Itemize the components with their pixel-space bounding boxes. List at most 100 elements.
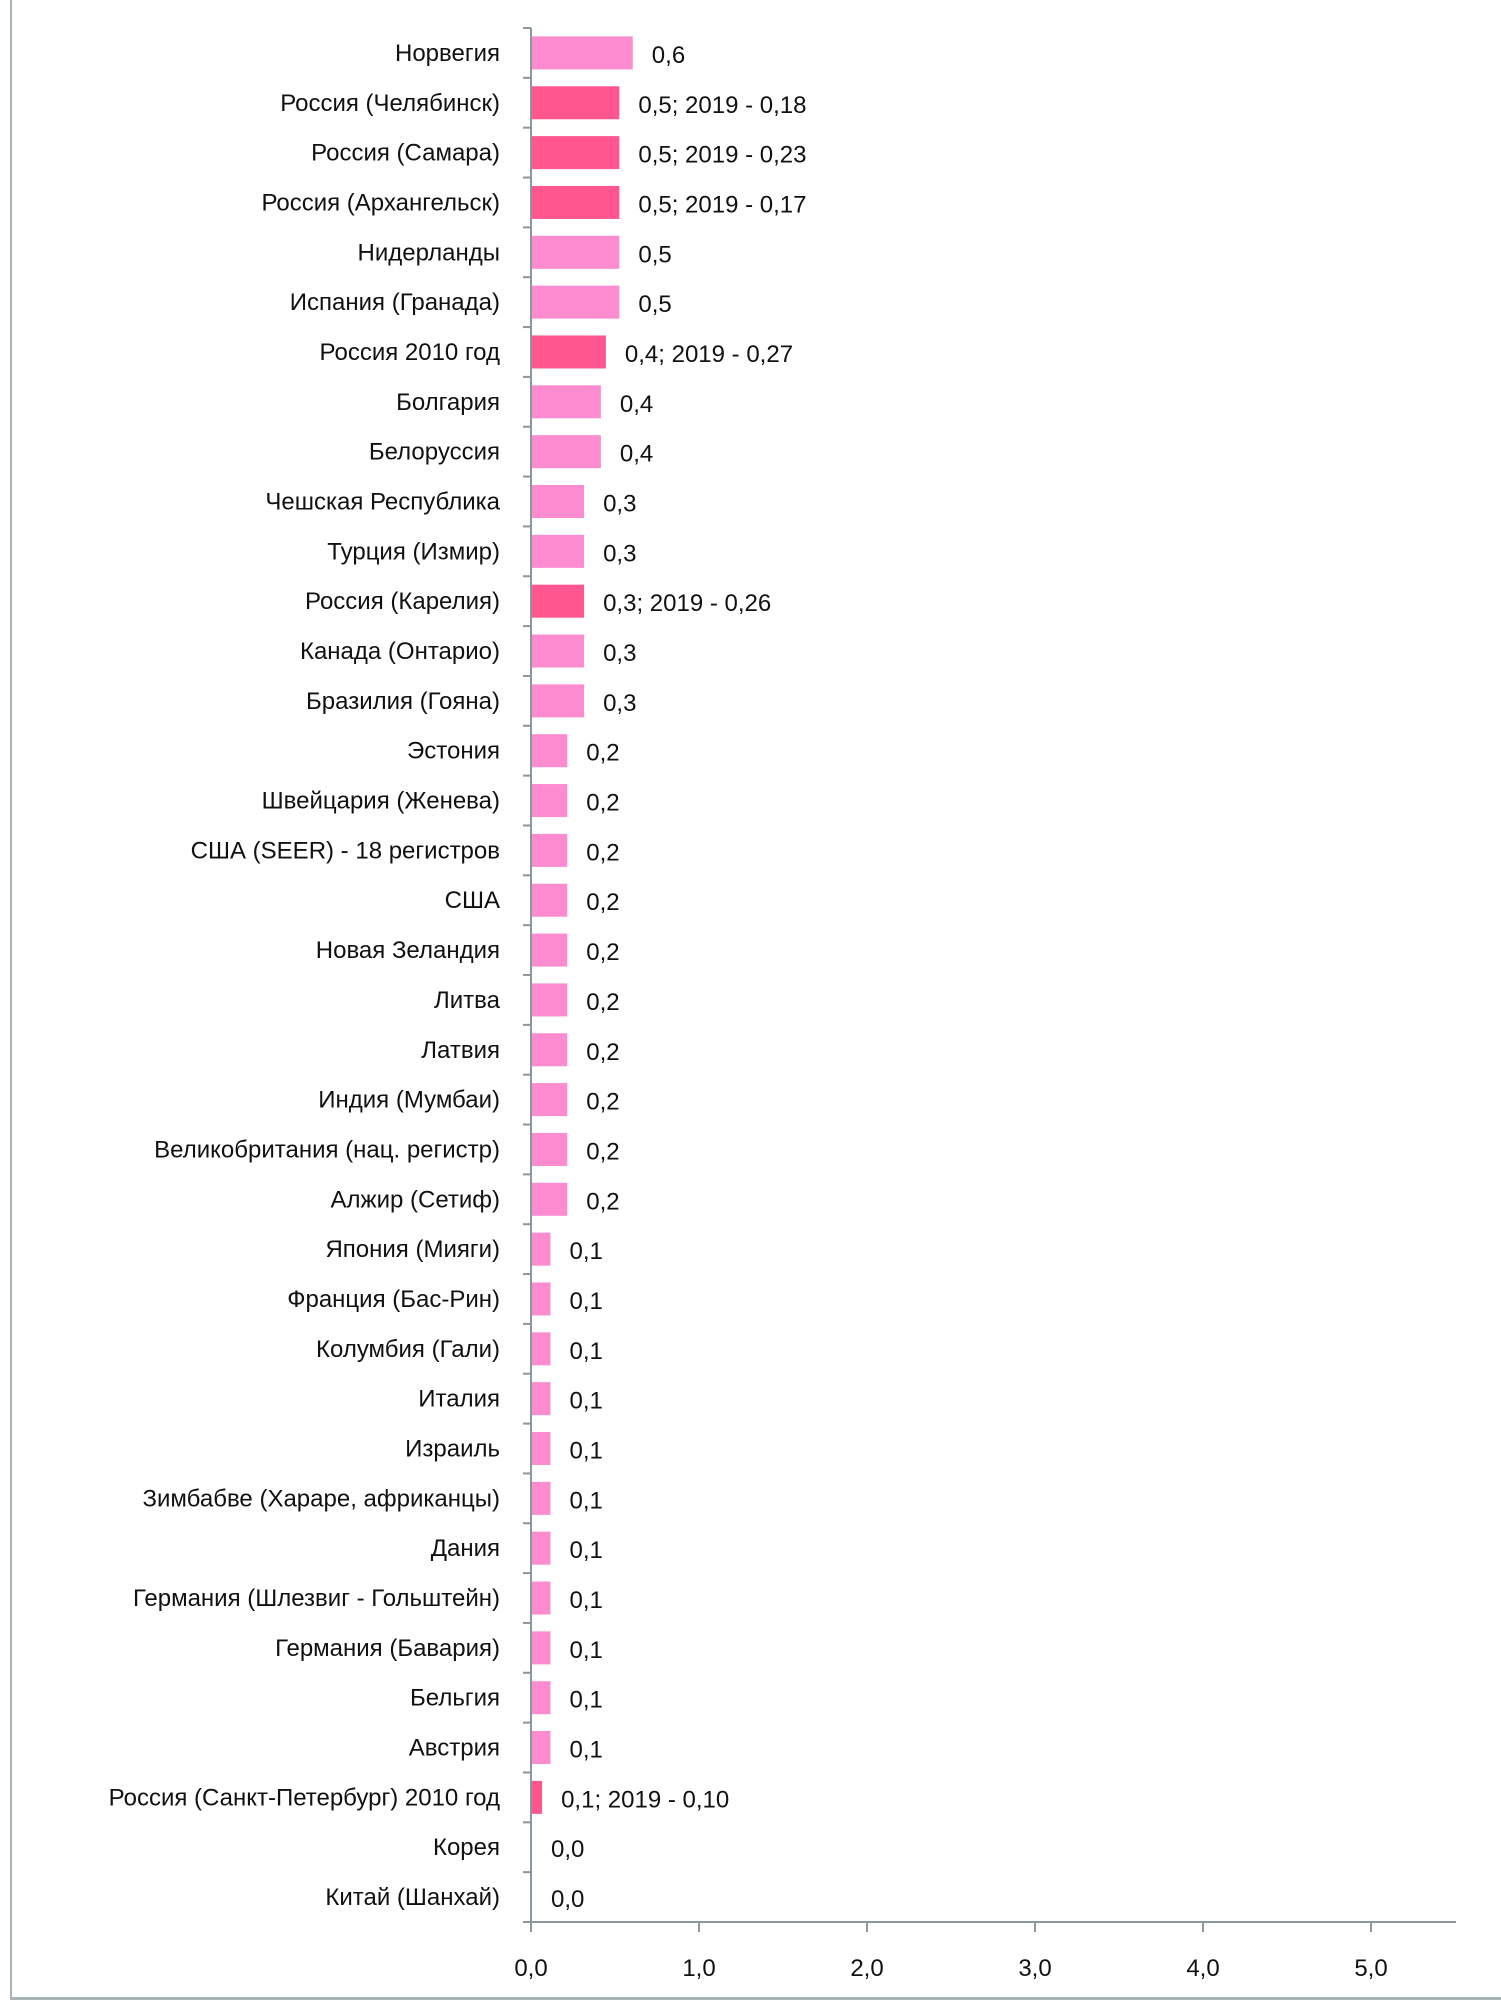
category-label: Россия (Карелия) [305,588,500,615]
data-label: 0,3 [603,540,636,567]
category-label: Бельгия [410,1685,500,1712]
data-label: 0,1 [569,1737,602,1764]
data-label: 0,4; 2019 - 0,27 [625,341,793,368]
data-label: 0,2 [586,740,619,767]
data-label: 0,2 [586,939,619,966]
category-label: Колумбия (Гали) [316,1336,500,1363]
x-tick-label: 4,0 [1186,1955,1219,1982]
bar [532,1432,551,1465]
data-label: 0,3 [603,491,636,518]
category-label: Индия (Мумбаи) [318,1087,500,1114]
data-label: 0,4 [620,441,653,468]
data-label: 0,1; 2019 - 0,10 [561,1786,729,1813]
bar [532,1780,543,1814]
bar [532,784,568,818]
category-label: Корея [433,1834,500,1861]
bar [532,1232,551,1266]
category-label: Нидерланды [358,239,500,266]
data-label: 0,2 [586,839,619,866]
x-tick-label: 3,0 [1018,1955,1051,1982]
bar [532,235,620,269]
category-label: Канада (Онтарио) [300,638,500,665]
data-label: 0,1 [569,1687,602,1714]
bar [532,36,633,70]
bar [532,1731,551,1765]
category-label: Бразилия (Гояна) [306,688,500,715]
bar [532,684,585,718]
category-label: Турция (Измир) [327,538,500,565]
category-label: Литва [434,987,501,1014]
category-label: Алжир (Сетиф) [331,1186,501,1213]
category-label: Россия (Самара) [311,140,500,167]
data-label: 0,0 [551,1836,584,1863]
category-label: Германия (Бавария) [275,1635,500,1662]
category-label: Болгария [396,389,500,416]
category-label: Зимбабве (Хараре, африканцы) [143,1485,500,1512]
data-label: 0,5 [638,241,671,268]
data-label: 0,0 [551,1886,584,1913]
category-label: Белоруссия [369,439,500,466]
data-label: 0,1 [569,1288,602,1315]
x-tick-label: 5,0 [1354,1955,1387,1982]
data-label: 0,3 [603,640,636,667]
data-label: 0,1 [569,1338,602,1365]
bar [532,1182,568,1216]
bar [532,634,585,668]
data-label: 0,5; 2019 - 0,17 [638,191,806,218]
bar [532,1631,551,1665]
bar [532,335,606,369]
data-label: 0,4 [620,391,653,418]
category-label: Эстония [407,738,500,765]
category-label: Норвегия [395,40,500,67]
category-label: Россия (Санкт-Петербург) 2010 год [109,1784,500,1811]
bar [532,1332,551,1366]
data-label: 0,2 [586,1089,619,1116]
bar [532,435,601,469]
data-label: 0,2 [586,1138,619,1165]
data-label: 0,3; 2019 - 0,26 [603,590,771,617]
category-label: Швейцария (Женева) [262,788,500,815]
bar [532,1382,551,1416]
x-tick-label: 2,0 [850,1955,883,1982]
category-label: Германия (Шлезвиг - Гольштейн) [133,1585,500,1612]
data-label: 0,1 [569,1487,602,1514]
bar [532,1481,551,1515]
chart-frame [10,0,1501,2000]
category-label: Чешская Республика [265,489,500,516]
category-label: Китай (Шанхай) [325,1884,500,1911]
data-label: 0,2 [586,1188,619,1215]
category-label: Россия (Архангельск) [261,189,500,216]
bar [532,485,585,518]
category-label: Израиль [405,1436,500,1463]
category-label: Дания [431,1535,500,1562]
bar [532,983,568,1017]
bar [532,1681,551,1715]
data-label: 0,5 [638,291,671,318]
bar [532,833,568,867]
category-label: Россия 2010 год [320,339,500,366]
data-label: 0,1 [569,1587,602,1614]
category-label: США (SEER) - 18 регистров [191,837,500,864]
bar [532,136,620,170]
x-tick-label: 0,0 [514,1955,547,1982]
category-label: Италия [418,1386,500,1413]
data-label: 0,1 [569,1388,602,1415]
data-label: 0,2 [586,790,619,817]
bar [532,734,568,768]
data-label: 0,3 [603,690,636,717]
bar [532,185,620,219]
bar [532,933,568,967]
bar [532,285,620,319]
bar [532,1581,551,1615]
data-label: 0,1 [569,1238,602,1265]
category-label: Великобритания (нац. регистр) [154,1136,500,1163]
bar [532,86,620,120]
bar [532,1282,551,1316]
data-label: 0,1 [569,1537,602,1564]
data-label: 0,5; 2019 - 0,23 [638,142,806,169]
bar [532,1531,551,1565]
category-label: США [445,887,500,914]
data-label: 0,5; 2019 - 0,18 [638,92,806,119]
data-label: 0,2 [586,1039,619,1066]
